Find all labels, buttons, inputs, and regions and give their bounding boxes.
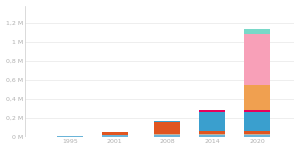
Bar bbox=[154, 134, 180, 135]
Bar bbox=[154, 121, 180, 122]
Bar bbox=[102, 135, 128, 137]
Bar bbox=[154, 135, 180, 137]
Bar bbox=[244, 110, 270, 112]
Bar bbox=[244, 135, 270, 137]
Bar bbox=[57, 136, 83, 137]
Bar bbox=[244, 85, 270, 110]
Bar bbox=[199, 131, 225, 134]
Bar bbox=[244, 34, 270, 85]
Bar bbox=[102, 132, 128, 135]
Bar bbox=[199, 110, 225, 112]
Bar bbox=[154, 122, 180, 134]
Bar bbox=[199, 134, 225, 135]
Bar bbox=[199, 135, 225, 137]
Bar bbox=[244, 131, 270, 134]
Bar bbox=[244, 29, 270, 34]
Bar bbox=[244, 134, 270, 135]
Bar bbox=[199, 112, 225, 131]
Bar bbox=[244, 112, 270, 131]
